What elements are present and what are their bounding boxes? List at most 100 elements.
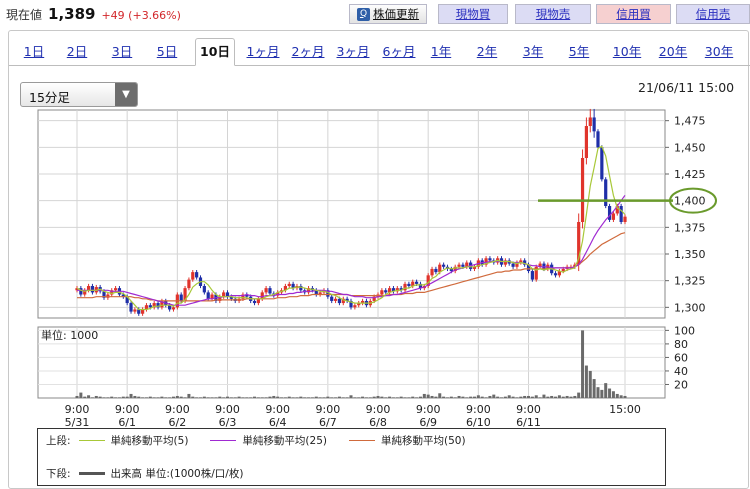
volume-bar xyxy=(623,395,627,398)
cash-sell-label: 現物売 xyxy=(535,7,571,21)
volume-bar xyxy=(307,397,311,398)
volume-bar xyxy=(94,395,98,398)
tab-period[interactable]: 30年 xyxy=(704,44,734,59)
chart-timestamp: 21/06/11 15:00 xyxy=(638,80,735,95)
tab-period[interactable]: 1ヶ月 xyxy=(246,44,280,59)
candle-body xyxy=(453,266,457,272)
tab-period[interactable]: 5年 xyxy=(568,44,590,59)
candle-body xyxy=(268,288,272,294)
price-plot-area xyxy=(37,109,666,319)
volume-bar xyxy=(480,396,484,398)
volume-bar xyxy=(407,397,411,398)
y-tick-label: 1,450 xyxy=(674,141,706,154)
margin-buy-button[interactable]: 信用買 xyxy=(596,4,671,24)
volume-bar xyxy=(615,393,619,398)
x-date-label: 5/31 xyxy=(65,416,90,429)
volume-bar xyxy=(137,396,141,398)
volume-bar xyxy=(345,397,349,398)
candle-body xyxy=(349,300,353,308)
candle-body xyxy=(511,263,515,267)
refresh-price-button[interactable]: Q 株価更新 xyxy=(349,4,427,24)
highlight-circle xyxy=(669,187,717,214)
tab-period[interactable]: 3日 xyxy=(111,44,133,59)
tab-period[interactable]: 20年 xyxy=(658,44,688,59)
volume-bar xyxy=(422,393,426,398)
tab-period[interactable]: 10日 xyxy=(195,38,235,66)
margin-sell-button[interactable]: 信用売 xyxy=(676,4,750,24)
volume-bar xyxy=(380,396,384,398)
volume-bar xyxy=(415,397,419,398)
volume-bar xyxy=(191,396,195,398)
tab-period[interactable]: 3年 xyxy=(522,44,544,59)
candle-body xyxy=(353,305,357,308)
interval-select[interactable]: 15分足 ▼ xyxy=(20,82,138,107)
candle-body xyxy=(183,288,187,301)
cash-buy-button[interactable]: 現物買 xyxy=(438,4,508,24)
candle-body xyxy=(523,260,527,265)
volume-bar xyxy=(569,396,573,398)
volume-bar xyxy=(341,397,345,398)
volume-bar xyxy=(106,397,110,398)
y-tick-label: 1,300 xyxy=(674,301,706,314)
tab-period[interactable]: 2日 xyxy=(66,44,88,59)
tab-period[interactable]: 10年 xyxy=(612,44,642,59)
x-time-label: 9:00 xyxy=(115,403,140,416)
current-price: 1,389 xyxy=(48,5,96,23)
ma50-swatch xyxy=(348,440,375,441)
volume-bar xyxy=(110,396,114,398)
volume-bar xyxy=(202,396,206,398)
legend-ma5: 単純移動平均(5) xyxy=(110,435,189,447)
candle-body xyxy=(75,288,79,291)
candle-body xyxy=(604,179,608,206)
volume-bar xyxy=(457,395,461,398)
candle-body xyxy=(195,272,199,278)
volume-bar xyxy=(233,397,237,398)
volume-bar xyxy=(90,397,94,398)
volume-bar xyxy=(461,396,465,398)
volume-bar xyxy=(245,397,249,398)
tab-period[interactable]: 1日 xyxy=(23,44,45,59)
tab-period[interactable]: 1年 xyxy=(430,44,452,59)
tab-period[interactable]: 6ヶ月 xyxy=(382,44,416,59)
candle-body xyxy=(415,281,419,284)
volume-bar xyxy=(117,397,121,398)
candle-body xyxy=(241,294,245,299)
candle-body xyxy=(90,286,95,293)
volume-bar xyxy=(210,397,214,398)
tab-period[interactable]: 5日 xyxy=(156,44,178,59)
volume-bar xyxy=(503,396,507,398)
volume-bar xyxy=(222,397,226,398)
candle-body xyxy=(337,298,342,304)
x-time-label: 9:00 xyxy=(215,403,240,416)
volume-bar xyxy=(619,395,623,398)
volume-bar xyxy=(187,393,191,398)
volume-bar xyxy=(357,397,361,398)
volume-bar xyxy=(283,397,287,398)
volume-bar xyxy=(561,396,565,398)
volume-bar xyxy=(515,397,519,398)
tab-period[interactable]: 3ヶ月 xyxy=(336,44,370,59)
x-date-label: 6/2 xyxy=(168,416,186,429)
candle-body xyxy=(611,213,616,220)
candle-body xyxy=(534,266,538,280)
candle-body xyxy=(372,296,376,301)
candle-body xyxy=(623,216,627,222)
cash-sell-button[interactable]: 現物売 xyxy=(515,4,591,24)
volume-bar xyxy=(496,396,500,398)
tab-period[interactable]: 2ヶ月 xyxy=(291,44,325,59)
volume-bar xyxy=(492,394,496,398)
volume-tick-label: 40 xyxy=(674,365,688,378)
volume-bar xyxy=(596,387,600,398)
volume-bar xyxy=(175,395,179,398)
candle-body xyxy=(187,279,191,289)
candle-body xyxy=(245,294,249,297)
volume-bar xyxy=(179,396,183,398)
candle-body xyxy=(561,268,565,272)
volume-bar xyxy=(264,397,268,398)
candle-body xyxy=(79,288,83,295)
volume-bar xyxy=(484,397,488,398)
candle-body xyxy=(434,268,438,273)
tab-period[interactable]: 2年 xyxy=(476,44,498,59)
volume-bar xyxy=(542,394,546,398)
